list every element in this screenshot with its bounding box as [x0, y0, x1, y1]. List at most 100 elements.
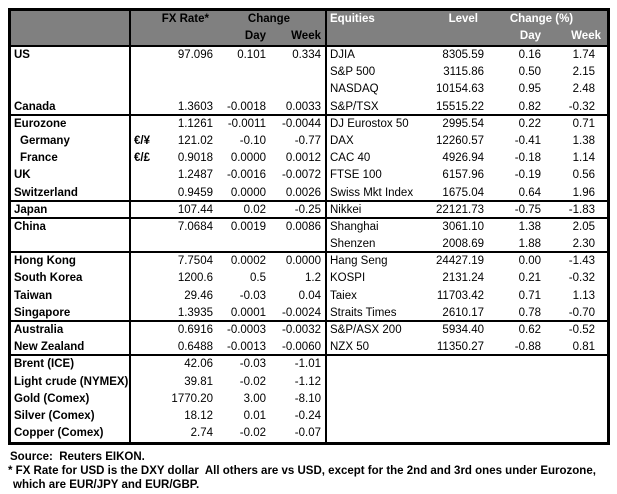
fx-day-change-value — [213, 64, 266, 81]
fx-rate-value: 97.096 — [177, 49, 213, 61]
table-row: France €/£ 0.9018 0.0000 0.0012 CAC 40 4… — [11, 150, 607, 168]
fx-week-change-value: -1.01 — [266, 356, 327, 374]
fx-week-change-value: 0.0033 — [266, 98, 327, 116]
equity-day-change-value: 0.82 — [518, 100, 541, 113]
fx-rate-value: 121.02 — [177, 134, 213, 147]
currency-pair-label — [131, 81, 161, 98]
fx-week-change-value: -0.0072 — [266, 167, 327, 185]
equity-index-label: Shanghai — [330, 220, 379, 233]
equity-index-label: Shenzen — [330, 238, 376, 251]
equity-week-change-value: 0.56 — [572, 169, 595, 182]
header-row-1: FX Rate* Change Equities Level Change (%… — [11, 11, 607, 28]
currency-pair-label — [131, 356, 161, 373]
country-label — [11, 64, 131, 82]
equity-day-change-value: 1.38 — [518, 220, 541, 233]
fx-week-change-value: 0.334 — [266, 47, 327, 65]
spacer-cell — [131, 28, 161, 45]
fx-week-change-value: 0.0086 — [266, 218, 327, 237]
spacer-cell — [427, 28, 484, 45]
equity-day-change-value: 0.21 — [518, 272, 541, 285]
country-label: UK — [11, 167, 131, 185]
fx-day-change-value: -0.0018 — [226, 100, 266, 113]
table-row: US 97.096 0.101 0.334 DJIA 8305.59 0.16 … — [11, 47, 607, 65]
table-row: Shenzen 2008.69 1.88 2.30 — [11, 236, 607, 254]
corner-cell — [11, 11, 131, 28]
fx-day-change-value — [213, 81, 266, 98]
fx-week-change-value — [266, 236, 327, 254]
fx-rate-value: 1.3603 — [177, 100, 213, 113]
equity-day-change-value: -0.75 — [514, 203, 541, 216]
equity-day-change-value: 0.64 — [518, 186, 541, 199]
fx-rate-value: 1200.6 — [177, 272, 213, 285]
country-label: Hong Kong — [11, 253, 131, 271]
country-label: Taiwan — [11, 287, 131, 305]
fx-day-change-value: 0.0000 — [230, 152, 266, 165]
equity-week-change-value: -0.70 — [568, 306, 595, 319]
corner-cell-2 — [11, 28, 131, 45]
equity-day-change-value: 0.50 — [518, 66, 541, 79]
equity-index-label: FTSE 100 — [330, 169, 382, 182]
fx-rate-value: 1.3935 — [177, 306, 213, 319]
currency-pair-label — [131, 116, 161, 133]
equity-day-change-value: 0.16 — [518, 49, 541, 61]
equity-level-value: 1675.04 — [442, 186, 484, 199]
fx-week-change-value: -0.24 — [266, 407, 327, 426]
fx-week-change-value: -0.0044 — [266, 115, 327, 133]
currency-pair-label — [131, 270, 161, 287]
equity-week-subheader: Week — [571, 30, 601, 42]
spacer-cell — [161, 28, 213, 45]
equity-index-label: Swiss Mkt Index — [330, 186, 414, 199]
table-row: Taiwan 29.46 -0.03 0.04 Taiex 11703.42 0… — [11, 287, 607, 305]
equity-week-change-value: 2.05 — [572, 220, 595, 233]
equity-week-change-value: -0.52 — [568, 324, 595, 336]
fx-week-change-value: -1.12 — [266, 373, 327, 391]
table-row: Brent (ICE) 42.06 -0.03 -1.01 — [11, 356, 607, 374]
country-label: Silver (Comex) — [11, 407, 131, 426]
equity-week-change-value: -0.32 — [568, 100, 595, 113]
equity-index-label: Taiex — [330, 289, 357, 302]
equity-week-change-value: -0.32 — [568, 272, 595, 285]
equity-week-change-value: -1.43 — [568, 255, 595, 268]
equity-day-change-value: 0.22 — [518, 117, 541, 130]
level-column-header: Level — [448, 13, 478, 25]
fx-week-subheader: Week — [266, 28, 327, 45]
equity-change-pct-column-header: Change (%) — [509, 13, 574, 25]
currency-pair-label — [131, 288, 161, 305]
fx-day-change-value: -0.0011 — [227, 117, 266, 130]
equity-index-label — [327, 425, 427, 442]
fx-day-change-value: 0.0002 — [230, 255, 266, 268]
currency-pair-label — [131, 322, 161, 339]
currency-pair-label — [131, 374, 161, 391]
fx-rate-value — [161, 64, 213, 81]
fx-day-change-value: -0.10 — [239, 134, 266, 147]
fx-week-change-value: -0.0060 — [266, 339, 327, 357]
table-row: Copper (Comex) 2.74 -0.02 -0.07 — [11, 425, 607, 443]
equity-level-value — [427, 356, 484, 373]
fx-week-change-value: -0.07 — [266, 425, 327, 443]
equity-week-change-value: -1.83 — [568, 203, 595, 216]
equity-week-change-value: 2.15 — [572, 66, 595, 79]
currency-pair-label — [131, 391, 161, 408]
equity-week-change-value: 1.96 — [572, 186, 595, 199]
fx-day-change-value: -0.03 — [239, 289, 266, 302]
fx-day-change-value: 0.101 — [237, 49, 266, 61]
country-label: Australia — [11, 322, 131, 340]
fx-rate-value: 7.7504 — [177, 255, 213, 268]
fx-day-change-value: 0.5 — [250, 272, 266, 285]
country-label — [11, 81, 131, 99]
equity-index-label — [327, 374, 427, 391]
fx-equities-table: FX Rate* Change Equities Level Change (%… — [8, 8, 610, 446]
equity-day-change-value: 0.78 — [518, 306, 541, 319]
table-row: South Korea 1200.6 0.5 1.2 KOSPI 2131.24… — [11, 270, 607, 288]
equity-level-value: 3115.86 — [443, 66, 484, 79]
currency-pair-label — [131, 305, 161, 322]
equity-week-change-value — [541, 356, 607, 373]
currency-pair-label — [131, 408, 161, 425]
fx-day-change-value — [213, 236, 266, 253]
fx-week-change-value — [266, 64, 327, 82]
table-row: China 7.0684 0.0019 0.0086 Shanghai 3061… — [11, 218, 607, 237]
equity-index-label: Nikkei — [330, 203, 362, 216]
fx-day-change-value: 3.00 — [243, 392, 266, 405]
equity-index-label: DJIA — [330, 49, 355, 61]
equity-level-value: 6157.96 — [442, 169, 484, 182]
